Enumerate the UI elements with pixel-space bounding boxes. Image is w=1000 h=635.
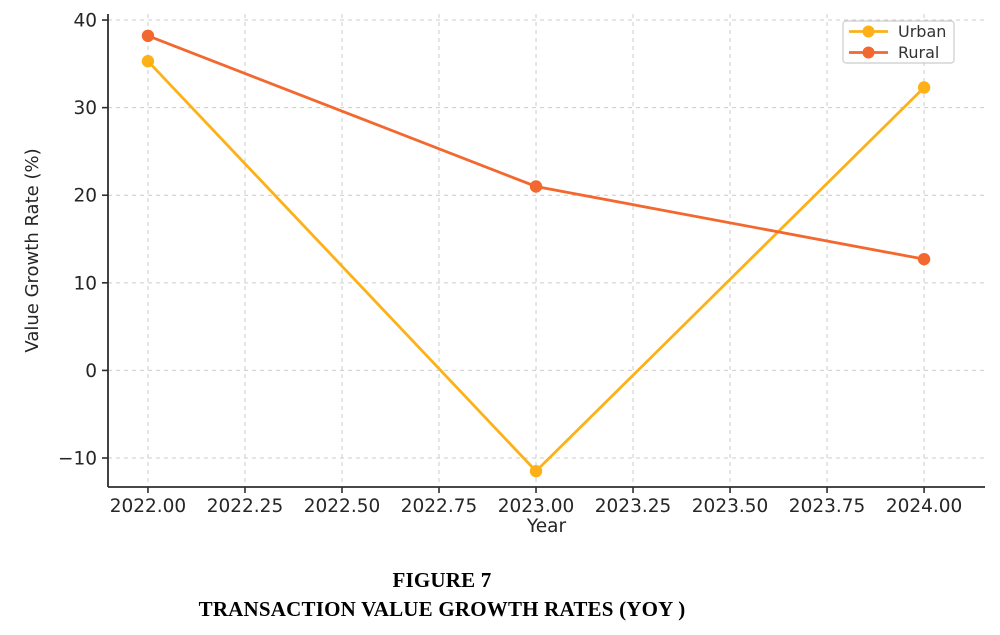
figure-caption: FIGURE 7 TRANSACTION VALUE GROWTH RATES … — [0, 566, 884, 624]
x-tick-label: 2024.00 — [886, 496, 963, 517]
figure-title: TRANSACTION VALUE GROWTH RATES (YOY ) — [198, 597, 686, 621]
x-tick-label: 2022.75 — [401, 496, 478, 517]
y-tick-label: −10 — [58, 449, 97, 470]
x-tick-label: 2023.25 — [595, 496, 672, 517]
y-tick-label: 10 — [73, 273, 97, 294]
x-axis-label: Year — [526, 516, 567, 537]
legend-item-rural: Rural — [849, 43, 939, 62]
y-axis-label: Value Growth Rate (%) — [22, 148, 43, 352]
series-point-rural-2022 — [141, 29, 155, 43]
legend-marker-swatch — [862, 46, 875, 59]
series-point-rural-2023 — [529, 180, 543, 193]
chart-container: 2022.00 2022.25 2022.50 2022.75 2023.00 2023.… — [22, 11, 985, 537]
series-point-urban-2023 — [529, 464, 543, 478]
series-point-rural-2024 — [917, 252, 931, 266]
y-tick-label: 40 — [73, 11, 97, 32]
x-tick-label: 2022.25 — [207, 496, 284, 517]
growth-rate-line-chart: 2022.00 2022.25 2022.50 2022.75 2023.00 2023.… — [22, 11, 985, 537]
legend-item-urban: Urban — [849, 22, 946, 41]
x-tick-label: 2023.00 — [498, 496, 575, 517]
y-tick-label: 20 — [73, 186, 97, 207]
legend-label-urban: Urban — [898, 22, 946, 41]
x-tick-label: 2022.00 — [110, 496, 187, 517]
y-tick-label: 30 — [73, 98, 97, 119]
x-tick-label: 2023.75 — [789, 496, 866, 517]
x-tick-label: 2022.50 — [304, 496, 381, 517]
x-tick-label: 2023.50 — [692, 496, 769, 517]
series-point-urban-2022 — [141, 55, 155, 68]
legend-marker-swatch — [862, 25, 875, 38]
y-tick-label: 0 — [85, 361, 97, 382]
legend-label-rural: Rural — [898, 43, 939, 62]
legend: Urban Rural — [842, 20, 955, 64]
series-point-urban-2024 — [917, 81, 931, 94]
figure-number: FIGURE 7 — [392, 568, 492, 592]
